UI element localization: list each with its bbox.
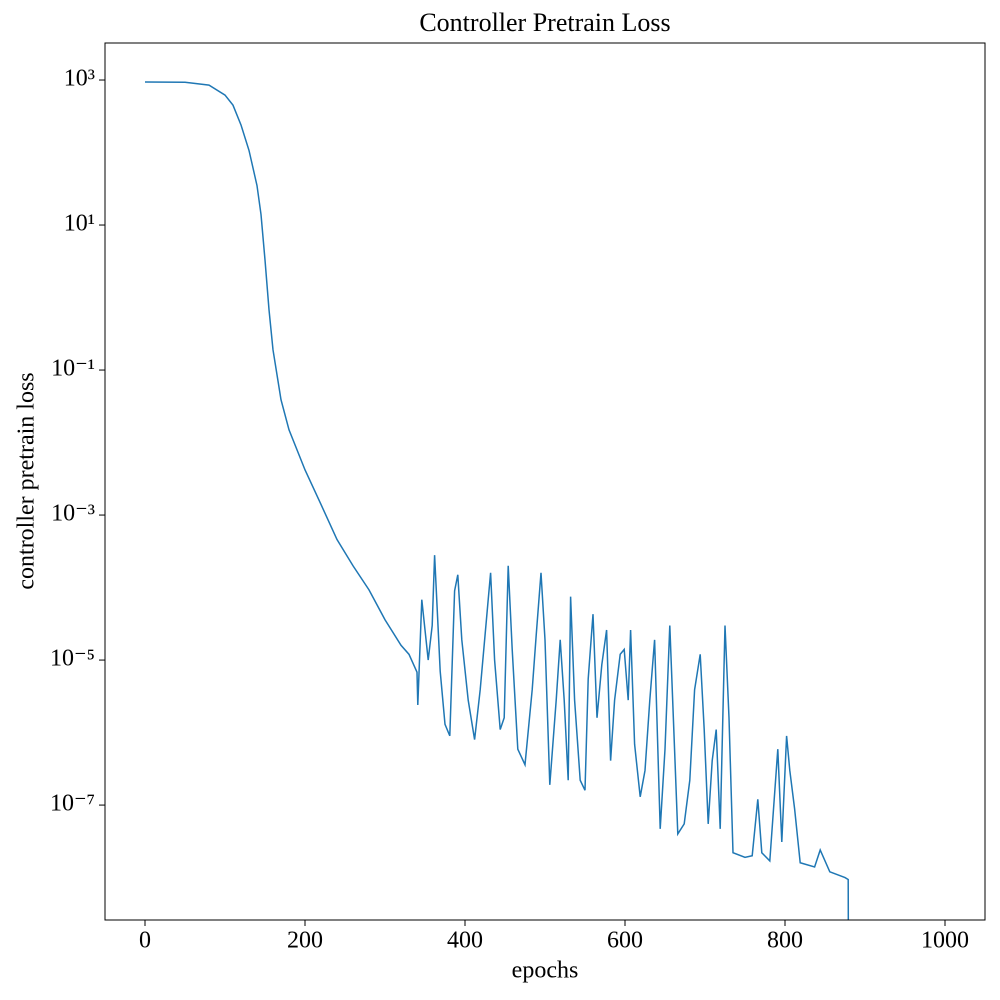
y-tick-label: 10⁻¹ (51, 356, 95, 382)
y-tick-label: 10⁻⁷ (50, 791, 95, 817)
y-axis-label: controller pretrain loss (14, 372, 40, 589)
chart-title: Controller Pretrain Loss (419, 8, 670, 37)
y-tick-label: 10¹ (64, 211, 95, 237)
x-tick-label: 600 (607, 928, 643, 954)
x-tick-label: 0 (139, 928, 151, 954)
y-tick-label: 10³ (64, 66, 95, 92)
x-tick-label: 800 (767, 928, 803, 954)
plot-area (144, 81, 850, 920)
y-tick-label: 10⁻³ (51, 501, 95, 527)
x-axis-label: epochs (512, 958, 579, 984)
loss-line (144, 81, 850, 920)
x-tick-label: 200 (287, 928, 323, 954)
y-tick-label: 10⁻⁵ (50, 646, 95, 672)
x-tick-label: 1000 (921, 928, 969, 954)
plot-frame (104, 42, 986, 921)
x-tick-label: 400 (447, 928, 483, 954)
